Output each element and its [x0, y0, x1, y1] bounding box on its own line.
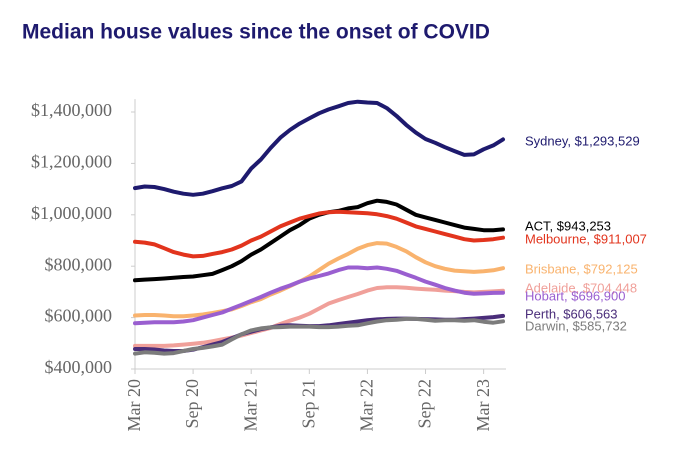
series-label: Darwin, $585,732: [525, 318, 627, 333]
series-line: [133, 99, 505, 197]
y-tick-label: $1,200,000: [31, 152, 112, 172]
y-tick-label: $800,000: [45, 254, 113, 274]
y-tick-label: $1,400,000: [31, 100, 112, 120]
series-label: Melbourne, $911,007: [525, 231, 647, 246]
series-line: [133, 316, 505, 356]
y-tick-label: $400,000: [45, 357, 113, 377]
y-tick-label: $600,000: [45, 306, 113, 326]
series-label: Hobart, $696,900: [525, 288, 625, 303]
series-label: Sydney, $1,293,529: [525, 133, 640, 148]
x-tick-label: Mar 21: [240, 379, 260, 432]
series-line: [133, 209, 505, 259]
x-tick-label: Sep 20: [182, 379, 202, 429]
series-line: [133, 285, 505, 348]
series-line: [133, 265, 505, 326]
x-tick-label: Mar 20: [124, 379, 144, 432]
series-label: ACT, $943,253: [525, 218, 611, 233]
x-tick-label: Mar 22: [357, 379, 377, 432]
x-tick-label: Sep 21: [298, 379, 318, 429]
x-tick-label: Mar 23: [473, 379, 493, 432]
series-label: Perth, $606,563: [525, 306, 618, 321]
x-tick-label: Sep 22: [415, 379, 435, 429]
series-label: Brisbane, $792,125: [525, 261, 638, 276]
series-label: Adelaide, $704,448: [525, 280, 637, 295]
y-tick-label: $1,000,000: [31, 203, 112, 223]
series-line: [133, 241, 505, 319]
chart-title: Median house values since the onset of C…: [22, 21, 490, 44]
